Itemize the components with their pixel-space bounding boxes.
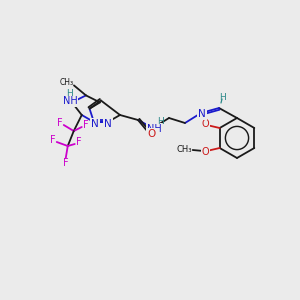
Text: H: H [199,112,206,122]
Text: CH₃: CH₃ [177,146,192,154]
Text: N: N [198,109,206,119]
Text: N: N [91,119,99,129]
Text: O: O [202,147,209,157]
Text: O: O [202,119,209,129]
Text: NH: NH [147,124,161,134]
Text: NH: NH [63,96,77,106]
Text: F: F [50,135,56,145]
Text: F: F [83,120,88,130]
Text: CH₃: CH₃ [60,78,74,87]
Text: F: F [76,137,82,147]
Text: H: H [220,94,226,103]
Text: H: H [67,89,73,98]
Text: F: F [57,118,63,128]
Text: O: O [148,129,156,139]
Text: F: F [63,158,69,168]
Text: H: H [158,118,164,127]
Text: N: N [104,119,112,129]
